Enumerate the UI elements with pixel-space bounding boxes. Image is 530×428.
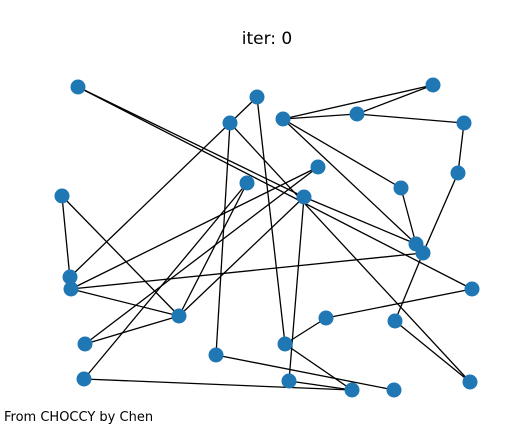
graph-node — [462, 374, 478, 390]
graph-node — [222, 115, 238, 131]
graph-edge — [178, 182, 248, 317]
graph-edge — [422, 172, 459, 254]
graph-edge — [70, 288, 180, 317]
graph-edge — [61, 195, 180, 317]
graph-node — [70, 79, 86, 95]
edge-layer — [61, 84, 473, 391]
graph-edge — [282, 118, 402, 189]
graph-edge — [284, 317, 327, 345]
graph-edge — [229, 122, 471, 383]
graph-node — [249, 89, 265, 105]
graph-edge — [282, 113, 358, 120]
graph-edge — [70, 252, 424, 290]
graph-edge — [83, 182, 248, 380]
graph-node — [318, 310, 334, 326]
graph-edge — [356, 84, 434, 115]
graph-node — [275, 111, 291, 127]
graph-edge — [325, 288, 473, 319]
graph-edge — [83, 378, 353, 391]
graph-edge — [84, 166, 319, 345]
graph-node — [456, 115, 472, 131]
node-layer — [54, 77, 480, 398]
graph-node — [239, 175, 255, 191]
graph-node — [277, 336, 293, 352]
graph-node — [464, 281, 480, 297]
graph-edge — [394, 320, 471, 383]
credit-text: From CHOCCY by Chen — [4, 410, 154, 425]
graph-node — [387, 313, 403, 329]
graph-edge — [284, 343, 353, 391]
graph-edge — [400, 187, 417, 245]
graph-node — [63, 281, 79, 297]
graph-node — [54, 188, 70, 204]
graph-node — [62, 269, 78, 285]
graph-edge — [256, 96, 286, 345]
graph-edge — [288, 196, 305, 382]
graph-edge — [303, 196, 417, 245]
graph-node — [450, 165, 466, 181]
graph-edge — [288, 380, 353, 391]
graph-node — [76, 371, 92, 387]
graph-node — [386, 382, 402, 398]
graph-edge — [282, 84, 434, 120]
graph-edge — [356, 113, 465, 124]
graph-edge — [394, 252, 424, 322]
graph-node — [296, 189, 312, 205]
graph-edge — [215, 354, 395, 391]
graph-edge — [77, 86, 305, 198]
graph-edge — [178, 196, 305, 317]
graph-node — [281, 373, 297, 389]
graph-node — [349, 106, 365, 122]
graph-edge — [457, 122, 465, 174]
graph-node — [208, 347, 224, 363]
graph-node — [77, 336, 93, 352]
plot-title: iter: 0 — [242, 29, 293, 49]
graph-node — [344, 382, 360, 398]
graph-node — [425, 77, 441, 93]
graph-edge — [70, 166, 319, 290]
graph-node — [171, 308, 187, 324]
graph-node — [415, 245, 431, 261]
graph-edge — [282, 118, 417, 245]
graph-node — [393, 180, 409, 196]
graph-node — [310, 159, 326, 175]
graph-edge — [84, 315, 180, 345]
